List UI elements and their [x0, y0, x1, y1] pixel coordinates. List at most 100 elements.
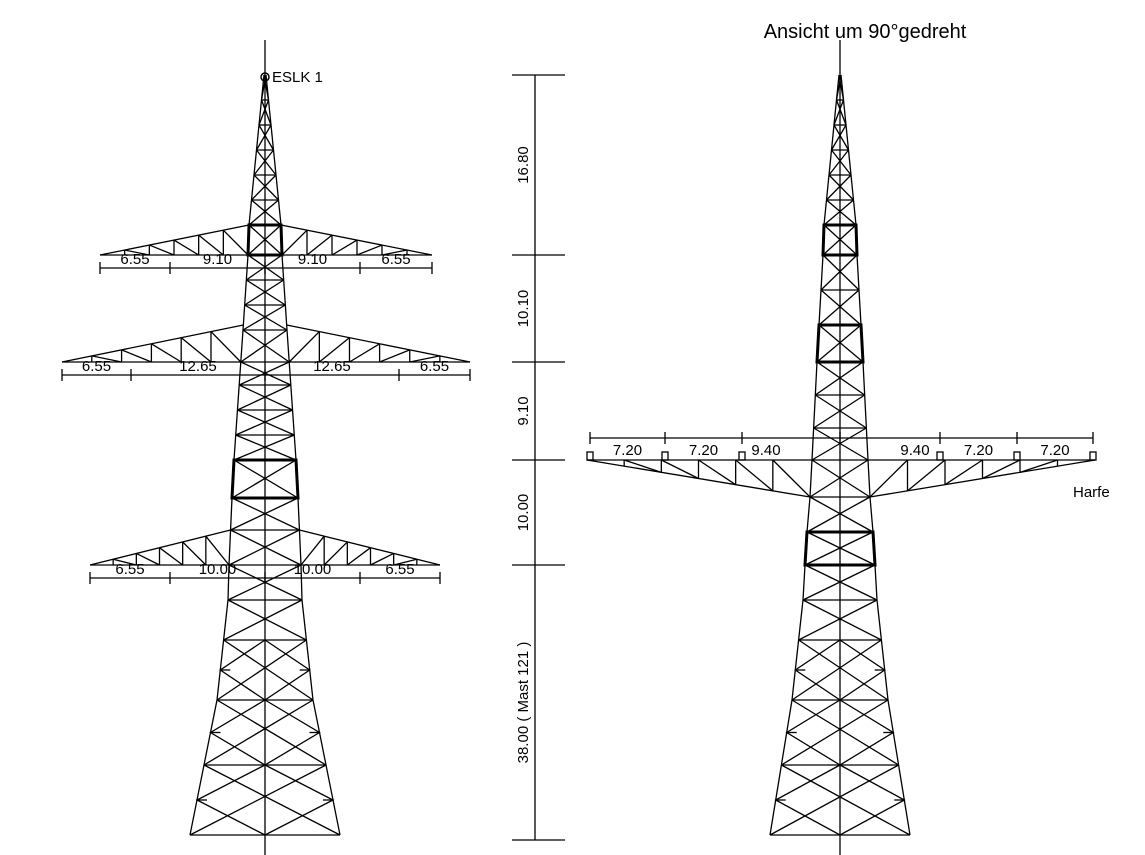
- brace: [803, 600, 881, 640]
- brace: [817, 325, 861, 362]
- brace: [814, 428, 868, 460]
- brace: [810, 460, 868, 497]
- height-label: 9.10: [515, 396, 532, 425]
- brace: [224, 600, 302, 640]
- dim-label: 9.40: [900, 442, 929, 459]
- brace: [234, 460, 298, 498]
- brace: [821, 290, 861, 325]
- brace: [819, 325, 863, 362]
- brace: [792, 700, 899, 765]
- brace: [799, 600, 877, 640]
- dim-label: 7.20: [964, 442, 993, 459]
- diagonal: [1020, 460, 1058, 472]
- dim-label: 9.40: [751, 442, 780, 459]
- brace: [807, 532, 875, 565]
- height-label: 38.00 ( Mast 121 ): [515, 642, 532, 764]
- diagonal: [349, 344, 379, 362]
- title: Ansicht um 90°gedreht: [764, 21, 967, 43]
- dim-label: 7.20: [1040, 442, 1069, 459]
- dim-label: 6.55: [420, 358, 449, 375]
- brace: [236, 410, 293, 435]
- brace: [190, 765, 326, 835]
- brace: [241, 362, 291, 385]
- brace: [807, 497, 870, 532]
- brace: [243, 330, 289, 362]
- brace: [217, 640, 306, 700]
- brace: [237, 410, 294, 435]
- dim-label: 7.20: [689, 442, 718, 459]
- brace: [817, 362, 865, 395]
- brace: [812, 428, 866, 460]
- brace: [239, 385, 292, 410]
- brace: [812, 460, 870, 497]
- brace: [781, 765, 910, 835]
- diagonal: [122, 350, 152, 362]
- chord: [62, 325, 243, 362]
- brace: [827, 200, 857, 225]
- brace: [245, 305, 287, 330]
- brace: [245, 280, 284, 305]
- brace: [229, 530, 299, 565]
- brace: [814, 395, 865, 428]
- height-label: 10.10: [515, 290, 532, 328]
- diagonal: [357, 245, 382, 255]
- dim-label: 12.65: [179, 358, 217, 375]
- brace: [781, 700, 888, 765]
- brace: [824, 200, 854, 225]
- insulator: [587, 452, 593, 460]
- brace: [228, 600, 306, 640]
- dim-label: 10.00: [199, 561, 237, 578]
- brace: [803, 565, 875, 600]
- brace: [224, 640, 313, 700]
- insulator: [1014, 452, 1020, 460]
- brace: [246, 280, 285, 305]
- brace: [241, 330, 287, 362]
- brace: [829, 150, 849, 175]
- brace: [243, 305, 285, 330]
- brace: [805, 565, 877, 600]
- insulator: [739, 452, 745, 460]
- insulator: [662, 452, 668, 460]
- brace: [805, 532, 873, 565]
- brace: [254, 175, 279, 200]
- brace: [827, 175, 852, 200]
- brace: [792, 640, 881, 700]
- brace: [231, 530, 301, 565]
- brace: [249, 200, 279, 225]
- brace: [819, 290, 859, 325]
- diagonal: [160, 548, 183, 565]
- dim-label: 6.55: [385, 561, 414, 578]
- brace: [236, 435, 296, 460]
- dim-label: 7.20: [613, 442, 642, 459]
- brace: [823, 255, 859, 290]
- insulator: [1090, 452, 1096, 460]
- brace: [770, 765, 899, 835]
- height-label: 10.00: [515, 494, 532, 532]
- brace: [252, 200, 282, 225]
- brace: [234, 435, 294, 460]
- dim-label: 6.55: [82, 358, 111, 375]
- diagonal: [332, 240, 357, 255]
- dim-label: 6.55: [115, 561, 144, 578]
- height-label: 16.80: [515, 146, 532, 184]
- brace: [239, 362, 289, 385]
- brace: [832, 150, 852, 175]
- chord: [287, 325, 470, 362]
- brace: [810, 497, 873, 532]
- brace: [799, 640, 888, 700]
- brace: [815, 362, 863, 395]
- brace: [257, 150, 277, 175]
- brace: [821, 255, 857, 290]
- diagonal: [380, 350, 410, 362]
- diagonal: [151, 344, 181, 362]
- dim-label: 12.65: [313, 358, 351, 375]
- diagonal: [149, 245, 174, 255]
- top-label: ESLK 1: [272, 69, 323, 86]
- brace: [237, 385, 290, 410]
- insulator: [937, 452, 943, 460]
- drawing: Ansicht um 90°gedreht ESLK 1 Harfe 6.55 9…: [0, 0, 1145, 855]
- brace: [829, 175, 854, 200]
- brace: [815, 395, 866, 428]
- arm-label: Harfe: [1073, 484, 1110, 501]
- dim-label: 9.10: [298, 251, 327, 268]
